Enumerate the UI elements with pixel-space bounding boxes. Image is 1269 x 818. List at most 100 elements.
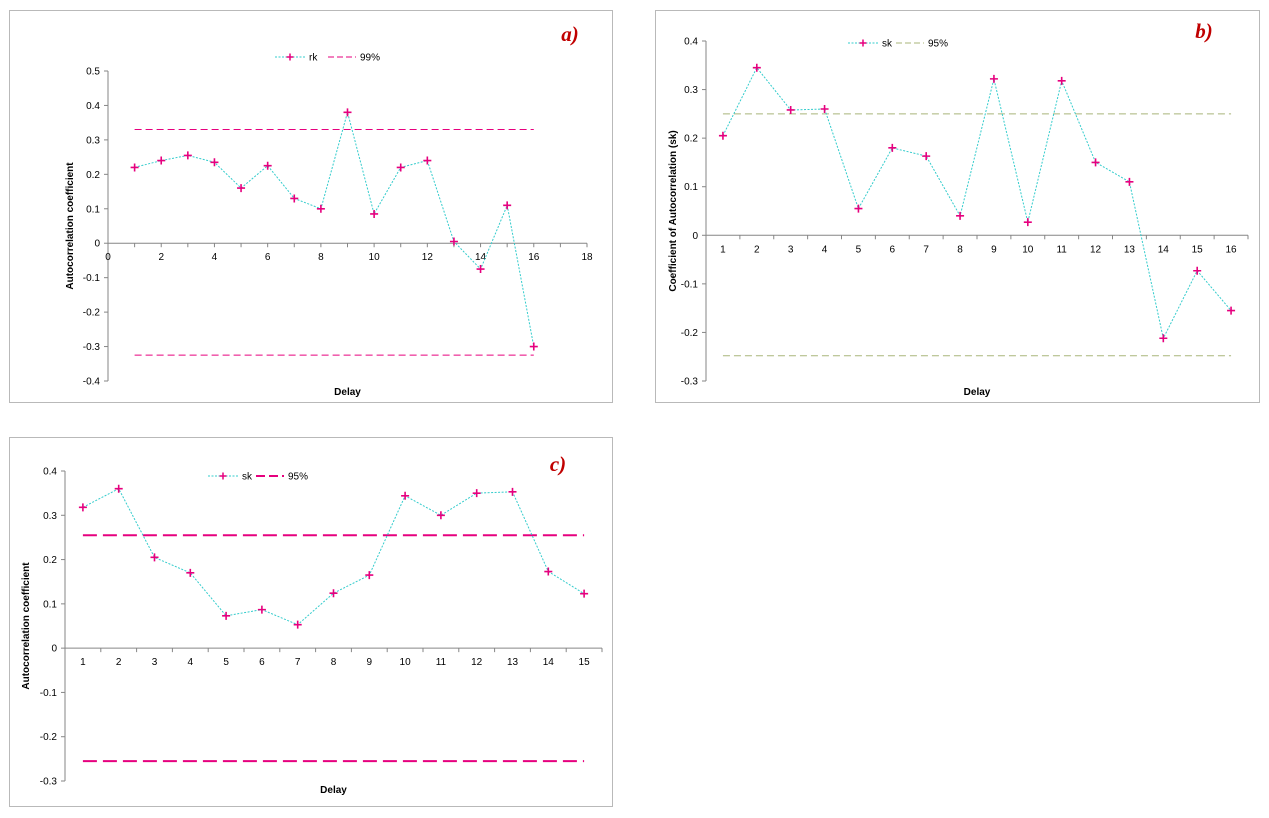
- legend-bound-label: 95%: [928, 39, 948, 50]
- y-tick-label: 0.3: [86, 135, 100, 146]
- data-point-marker: [130, 163, 139, 172]
- data-point-marker: [1023, 218, 1032, 227]
- chart-panel-a: -0.4 -0.3 -0.2 -0.1 0 0.1 0.2 0.3 0.4 0.5 0 2 4 6 8 10 1…: [9, 10, 613, 403]
- data-point-marker: [529, 342, 538, 351]
- y-tick-label: -0.3: [83, 342, 101, 353]
- x-tick-label: 3: [152, 657, 158, 668]
- data-point-marker: [401, 491, 410, 500]
- data-point-marker: [956, 211, 965, 220]
- x-tick-label: 5: [856, 244, 862, 255]
- chart-panel-c: -0.3 -0.2 -0.1 0 0.1 0.2 0.3 0.4 1 2 3 4 5 6 7 8 9 10 11 12…: [9, 437, 613, 807]
- x-tick-label: 3: [788, 244, 794, 255]
- x-tick-label: 9: [367, 657, 373, 668]
- data-point-marker: [183, 151, 192, 160]
- y-tick-label: 0.4: [43, 467, 57, 478]
- data-point-marker: [157, 156, 166, 165]
- x-tick-label: 14: [475, 252, 487, 263]
- chart-a-svg: -0.4 -0.3 -0.2 -0.1 0 0.1 0.2 0.3 0.4 0.5 0 2 4 6 8 10 1…: [65, 22, 593, 398]
- data-point-marker: [1125, 177, 1134, 186]
- x-tick-label: 14: [543, 657, 555, 668]
- x-tick-label: 4: [212, 252, 218, 263]
- series-line-sk: [82, 488, 585, 626]
- y-tick-label: 0.2: [86, 170, 100, 181]
- data-point-marker: [329, 589, 338, 598]
- y-axis-title: Coefficient of Autocorrelation (sk): [668, 130, 679, 291]
- data-point-marker: [365, 571, 374, 580]
- legend-bound-label: 99%: [360, 53, 380, 64]
- legend-series-marker: [286, 53, 294, 61]
- data-point-marker: [436, 511, 445, 520]
- data-point-marker: [472, 489, 481, 498]
- data-point-marker: [423, 156, 432, 165]
- x-tick-label: 4: [188, 657, 194, 668]
- data-point-marker: [989, 74, 998, 83]
- data-point-marker: [508, 487, 517, 496]
- data-point-marker: [370, 209, 379, 218]
- data-point-marker: [476, 265, 485, 274]
- x-tick-label: 13: [1124, 244, 1136, 255]
- data-point-marker: [1193, 266, 1202, 275]
- legend-bound-label: 95%: [288, 472, 308, 483]
- data-point-marker: [237, 184, 246, 193]
- panel-label: b): [1195, 19, 1213, 43]
- x-tick-label: 6: [259, 657, 265, 668]
- data-point-marker: [580, 589, 589, 598]
- x-tick-label: 13: [507, 657, 519, 668]
- data-point-marker: [1227, 306, 1236, 315]
- x-tick-label: 5: [223, 657, 229, 668]
- data-point-marker: [449, 237, 458, 246]
- data-point-marker: [544, 567, 553, 576]
- data-point-marker: [210, 158, 219, 167]
- y-tick-label: -0.2: [83, 308, 101, 319]
- y-tick-label: -0.2: [40, 732, 58, 743]
- x-tick-label: 6: [265, 252, 271, 263]
- data-point-marker: [222, 611, 231, 620]
- y-axis-title: Autocorrelation coefficient: [21, 562, 32, 690]
- x-tick-label: 2: [116, 657, 122, 668]
- x-tick-label: 10: [1022, 244, 1034, 255]
- y-tick-label: 0.1: [86, 204, 100, 215]
- x-tick-label: 1: [720, 244, 726, 255]
- data-point-marker: [396, 163, 405, 172]
- y-tick-label: -0.1: [83, 273, 101, 284]
- x-axis-title: Delay: [320, 785, 347, 796]
- panel-label: a): [561, 22, 579, 46]
- data-point-marker: [114, 484, 123, 493]
- chart-panel-b: -0.3 -0.2 -0.1 0 0.1 0.2 0.3 0.4 1 2 3 4 5 6 7 8 9 10 11 12…: [655, 10, 1260, 403]
- y-tick-label: 0.4: [86, 101, 100, 112]
- data-point-marker: [718, 131, 727, 140]
- x-tick-label: 8: [331, 657, 337, 668]
- y-tick-label: -0.3: [681, 377, 699, 388]
- x-tick-label: 15: [1192, 244, 1204, 255]
- data-point-marker: [786, 105, 795, 114]
- x-tick-label: 7: [923, 244, 929, 255]
- x-axis-title: Delay: [964, 387, 991, 398]
- x-tick-label: 18: [581, 252, 593, 263]
- data-point-marker: [888, 143, 897, 152]
- y-axis-title: Autocorrelation coefficient: [65, 162, 76, 290]
- x-tick-label: 11: [436, 657, 447, 668]
- panel-label: c): [550, 452, 566, 476]
- x-tick-label: 1: [80, 657, 86, 668]
- x-tick-label: 14: [1158, 244, 1170, 255]
- x-axis-title: Delay: [334, 387, 361, 398]
- data-point-marker: [343, 108, 352, 117]
- y-tick-label: 0.3: [684, 85, 698, 96]
- x-tick-label: 12: [422, 252, 434, 263]
- x-tick-label: 2: [754, 244, 760, 255]
- data-point-marker: [820, 105, 829, 113]
- data-point-marker: [293, 620, 302, 629]
- y-tick-label: 0: [51, 644, 57, 655]
- x-tick-label: 7: [295, 657, 301, 668]
- y-tick-label: -0.2: [681, 328, 699, 339]
- y-tick-label: 0.2: [684, 134, 698, 145]
- y-tick-label: -0.4: [83, 377, 101, 388]
- data-point-marker: [1091, 158, 1100, 167]
- x-tick-label: 10: [369, 252, 381, 263]
- data-point-marker: [1159, 334, 1168, 343]
- y-tick-label: 0: [692, 231, 698, 242]
- y-tick-label: 0.2: [43, 555, 57, 566]
- data-point-marker: [186, 568, 195, 577]
- x-tick-label: 8: [957, 244, 963, 255]
- x-tick-label: 2: [158, 252, 164, 263]
